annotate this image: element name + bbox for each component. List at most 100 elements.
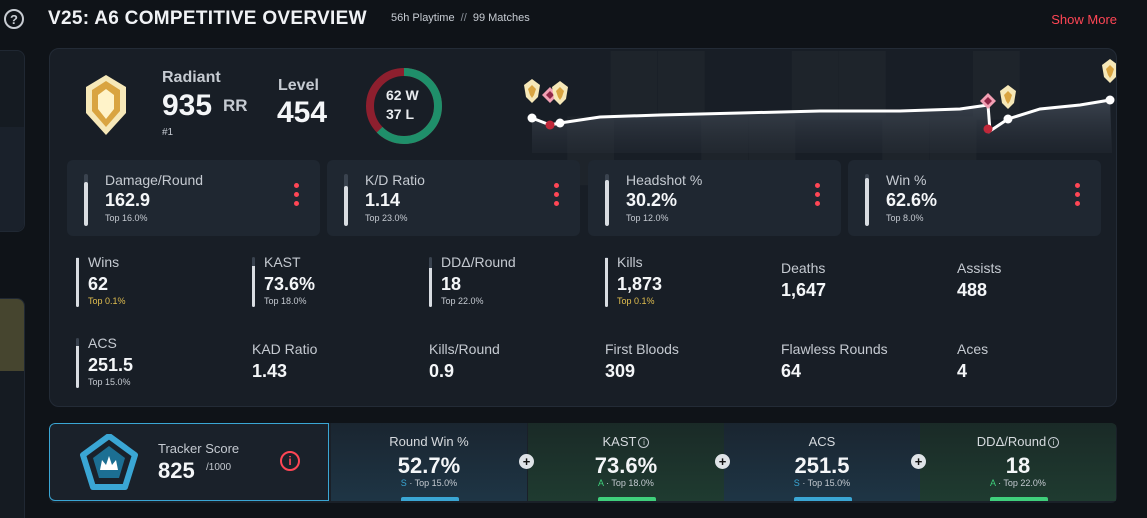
stat-value: 4 [957,361,968,381]
rank-badge-icon [1102,59,1116,83]
tracker-score-row: Tracker Score 825 /1000 i Round Win % 52… [49,423,1117,503]
tracker-metric-value: 73.6% [594,453,658,478]
tracker-score-icon [80,434,138,490]
rank-badge-icon [524,79,540,103]
more-options-icon[interactable] [553,183,559,209]
tracker-metric-label: KAST i [528,434,724,449]
stat-box-damage-round: Damage/Round 162.9 Top 16.0% [67,160,320,236]
percentile-bar [76,338,79,388]
tracker-metric-grade: S · Top 15.0% [793,478,851,488]
radiant-rank-icon [86,75,126,135]
rr-point[interactable] [527,113,537,123]
percentile-bar [76,257,79,307]
plus-icon: + [911,454,926,469]
stat-value: 62 [88,274,109,294]
tracker-metric-grade: S · Top 15.0% [400,478,458,488]
more-options-icon[interactable] [1074,183,1080,209]
rank-rating-unit: RR [223,96,248,115]
more-options-icon[interactable] [814,183,820,209]
rank-badge-icon [552,81,568,105]
stat-label: Headshot % [626,172,703,188]
percentile-bar [865,174,869,226]
percentile-bar [252,257,255,307]
stat-percentile: Top 22.0% [441,296,484,306]
tracker-kast[interactable]: KAST i 73.6% A · Top 18.0% [528,423,724,501]
stat-label: KAD Ratio [252,341,318,357]
win-arc [366,68,442,144]
rr-point[interactable] [1003,114,1013,124]
tracker-metric-value: 18 [1005,453,1031,478]
stat-value: 1,647 [781,280,827,300]
stat-value: 309 [605,361,636,381]
win-loss-ring [366,68,442,144]
level-value: 454 [277,96,328,129]
rr-point[interactable] [1105,95,1115,105]
grade-letter: A [990,478,996,488]
rr-point[interactable] [983,124,993,134]
tracker-dd-delta[interactable]: DDΔ/Round i 18 A · Top 22.0% [920,423,1116,501]
tracker-score-value: 825 [158,458,195,483]
stat-value: 488 [957,280,988,300]
stat-label: Wins [88,254,120,270]
plus-icon: + [519,454,534,469]
stat-label: Flawless Rounds [781,341,888,357]
stat-percentile: Top 23.0% [365,213,408,223]
percentile-bar [344,174,348,226]
stat-percentile: Top 8.0% [886,213,924,223]
grade-letter: S [400,478,407,488]
grade-letter: S [793,478,800,488]
stat-label: KAST [264,254,301,270]
help-icon[interactable]: ? [4,9,24,29]
losses-count: 37 L [386,106,415,122]
grade-bar [990,497,1048,501]
grade-letter: A [598,478,604,488]
stat-percentile: Top 0.1% [88,296,126,306]
more-options-icon[interactable] [293,183,299,209]
stat-label: Damage/Round [105,172,204,188]
stat-percentile: Top 16.0% [105,213,148,223]
stat-value: 251.5 [88,355,134,375]
stat-label: Deaths [781,260,826,276]
tracker-score-label: Tracker Score [158,441,240,456]
tracker-score-cell[interactable]: Tracker Score 825 /1000 i [49,423,329,501]
grade-bar [794,497,852,501]
info-icon[interactable]: i [280,451,300,471]
stat-value: 64 [781,361,802,381]
rr-history-chart [524,59,1116,153]
show-more-link[interactable]: Show More [1051,12,1117,27]
stat-value: 30.2% [626,190,678,210]
rr-point[interactable] [555,118,565,128]
tracker-metric-value: 52.7% [397,453,461,478]
stat-label: Kills [617,254,643,270]
leaderboard-position: #1 [162,127,174,138]
overview-meta: 56h Playtime // 99 Matches [391,12,530,24]
info-icon[interactable]: i [638,437,650,448]
rank-rating: 935 [162,89,213,122]
tracker-score-max: /1000 [206,462,232,473]
percentile-bar [605,257,608,307]
stat-label: Assists [957,260,1002,276]
tracker-metric-label: DDΔ/Round i [920,434,1116,449]
stat-value: 1.14 [365,190,401,210]
grade-bar [598,497,656,501]
match-count: 99 Matches [472,12,530,24]
stat-percentile: Top 18.0% [264,296,307,306]
rr-point[interactable] [545,120,555,130]
stat-value: 62.6% [886,190,938,210]
info-icon[interactable]: i [1048,437,1060,448]
stat-value: 73.6% [264,274,316,294]
stat-box-headshot: Headshot % 30.2% Top 12.0% [588,160,841,236]
tracker-round-win[interactable]: Round Win % 52.7% S · Top 15.0% [331,423,527,501]
stat-value: 18 [441,274,462,294]
stat-value: 1,873 [617,274,663,294]
stat-percentile: Top 15.0% [88,377,131,387]
page-title: V25: A6 COMPETITIVE OVERVIEW [48,8,367,29]
rank-badge-icon [980,93,996,109]
side-panel-bottom [0,298,25,518]
tracker-acs[interactable]: ACS 251.5 S · Top 15.0% [724,423,920,501]
tracker-metric-label: ACS [808,434,836,449]
stat-value: 1.43 [252,361,288,381]
rr-area [532,100,1112,153]
grade-bar [401,497,459,501]
stat-label: First Bloods [605,341,679,357]
